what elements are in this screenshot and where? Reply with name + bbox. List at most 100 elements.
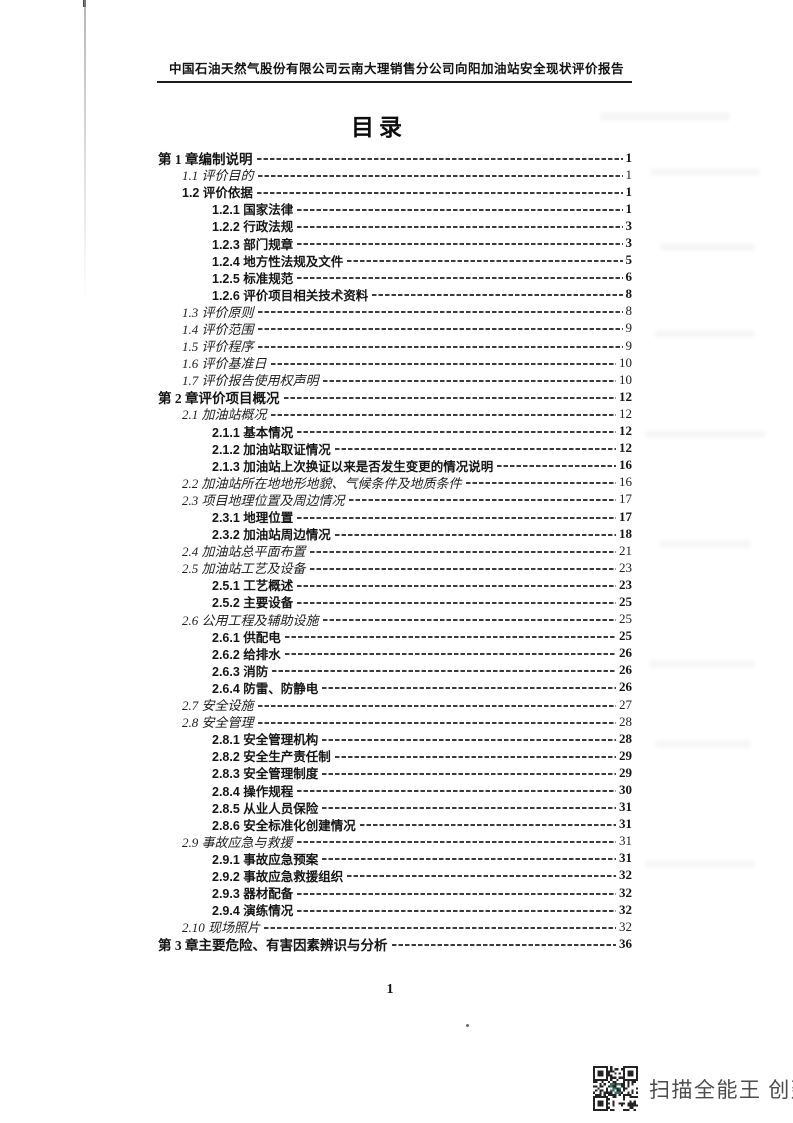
- toc-entry-label: 2.1.3 加油站上次换证以来是否发生变更的情况说明: [212, 459, 494, 474]
- dot-leader: [284, 636, 616, 639]
- toc-entry-page: 12: [619, 388, 632, 404]
- dot-leader: [296, 841, 616, 844]
- dot-leader: [334, 448, 616, 451]
- dot-leader: [297, 892, 616, 895]
- toc-entry: 1.2.4 地方性法规及文件 5: [158, 252, 632, 269]
- toc-entry: 2.3 项目地理位置及周边情况 17: [158, 491, 632, 508]
- dot-leader: [334, 533, 616, 536]
- toc-entry: 2.8.3 安全管理制度 29: [158, 764, 632, 782]
- toc-title: 目录: [351, 114, 407, 140]
- toc-entry-label: 1.3 评价原则: [182, 304, 254, 320]
- scan-artifact: [600, 112, 730, 121]
- toc-entry-page: 9: [625, 337, 633, 353]
- toc-entry: 2.6.4 防雷、防静电 26: [158, 679, 632, 696]
- toc-entry-page: 12: [619, 405, 632, 421]
- toc-entry-label: 2.8.4 操作规程: [212, 784, 294, 799]
- dot-leader: [257, 721, 616, 724]
- dot-leader: [272, 670, 616, 673]
- toc-entry: 1.2.6 评价项目相关技术资料 8: [158, 286, 632, 303]
- toc-entry-page: 12: [619, 440, 632, 456]
- scan-artifact: [660, 540, 750, 548]
- page-number: 1: [386, 982, 394, 997]
- toc-entry: 2.10 现场照片 32: [158, 918, 632, 936]
- toc-entry: 2.8.1 安全管理机构 28: [158, 730, 632, 748]
- dot-leader: [372, 294, 623, 297]
- dot-leader: [465, 482, 616, 485]
- dot-leader: [270, 362, 616, 365]
- toc-entry-page: 17: [619, 508, 632, 524]
- scan-artifact: [650, 660, 755, 668]
- dot-leader: [322, 807, 616, 810]
- dot-leader: [322, 687, 616, 690]
- toc-entry: 2.6.2 给排水 26: [158, 645, 632, 662]
- running-header: 中国石油天然气股份有限公司云南大理销售分公司向阳加油站安全现状评价报告: [168, 62, 624, 76]
- toc-entry-label: 2.1.1 基本情况: [212, 425, 294, 440]
- dot-leader: [257, 311, 623, 314]
- dot-leader: [297, 601, 616, 604]
- toc-entry-label: 1.2.4 地方性法规及文件: [212, 254, 344, 269]
- toc-entry-label: 第 1 章编制说明: [158, 151, 253, 167]
- toc-entry-page: 26: [619, 645, 632, 661]
- toc-entry-page: 28: [619, 730, 632, 746]
- scan-artifact: [655, 330, 755, 338]
- toc-entry: 2.8.2 安全生产责任制 29: [158, 747, 632, 765]
- toc-entry: 2.3.1 地理位置 17: [158, 508, 632, 526]
- toc-entry-label: 2.9.2 事故应急救援组织: [212, 869, 344, 884]
- toc-entry: 1.4 评价范围 9: [158, 320, 632, 337]
- toc-entry-page: 8: [625, 286, 633, 302]
- toc-entry-page: 12: [619, 423, 632, 439]
- toc-entry: 2.9.2 事故应急救援组织 32: [158, 867, 632, 884]
- toc-entry-page: 3: [625, 217, 633, 233]
- toc-entry-page: 6: [625, 269, 633, 285]
- toc-entry: 2.2 加油站所在地地形地貌、气候条件及地质条件 16: [158, 474, 632, 491]
- toc-entry-label: 1.6 评价基准日: [182, 356, 267, 372]
- toc-entry-label: 2.6 公用工程及辅助设施: [182, 612, 319, 628]
- toc-entry-page: 31: [619, 833, 632, 849]
- toc-entry: 2.9.4 演练情况 32: [158, 901, 632, 919]
- toc-entry-label: 2.6.4 防雷、防静电: [212, 681, 319, 696]
- toc-entry: 第 3 章主要危险、有害因素辨识与分析 36: [158, 935, 632, 953]
- toc-entry: 1.7 评价报告使用权声明 10: [158, 371, 632, 389]
- dot-leader: [322, 619, 616, 622]
- scan-artifact: [655, 740, 750, 748]
- toc-entry: 2.8.4 操作规程 30: [158, 781, 632, 799]
- dot-leader: [297, 516, 616, 519]
- dot-leader: [257, 174, 623, 177]
- toc-entry-label: 2.8 安全管理: [182, 715, 254, 731]
- dot-leader: [257, 345, 623, 348]
- toc-entry-label: 2.3.2 加油站周边情况: [212, 528, 331, 543]
- toc-entry: 2.9 事故应急与救援 31: [158, 833, 632, 850]
- dot-leader: [347, 875, 616, 878]
- toc-entry-page: 1: [625, 149, 633, 165]
- toc-entry: 1.2.5 标准规范 6: [158, 269, 632, 286]
- toc-entry-page: 32: [619, 884, 632, 900]
- toc-entry-label: 1.4 评价范围: [182, 321, 254, 337]
- toc-entry-page: 18: [619, 525, 632, 541]
- scan-edge-line: [84, 0, 86, 300]
- toc-entry: 2.5.1 工艺概述 23: [158, 576, 632, 594]
- toc-entry-label: 第 3 章主要危险、有害因素辨识与分析: [158, 937, 388, 953]
- toc-entry-label: 2.6.3 消防: [212, 664, 269, 679]
- toc-entry-label: 2.8.5 从业人员保险: [212, 801, 319, 816]
- toc-entry: 1.5 评价程序 9: [158, 337, 633, 355]
- dot-leader: [297, 909, 616, 912]
- scan-artifact: [650, 168, 760, 176]
- toc-entry-label: 1.7 评价报告使用权声明: [182, 373, 319, 389]
- toc-entry-label: 2.9.1 事故应急预案: [212, 852, 319, 867]
- toc-entry: 1.2.2 行政法规 3: [158, 217, 633, 235]
- toc-entry: 2.8 安全管理 28: [158, 713, 632, 731]
- toc-entry-label: 2.5 加油站工艺及设备: [182, 561, 306, 577]
- dot-leader: [297, 790, 616, 793]
- toc-entry-page: 31: [619, 816, 632, 832]
- toc-entry: 2.6.1 供配电 25: [158, 628, 632, 645]
- toc-entry-page: 26: [619, 679, 632, 695]
- toc-entry-label: 2.9.4 演练情况: [212, 904, 294, 919]
- toc-entry-page: 1: [625, 200, 633, 216]
- toc-entry-label: 1.2.1 国家法律: [212, 203, 294, 218]
- dot-leader: [309, 550, 616, 553]
- dot-leader: [309, 567, 616, 570]
- toc-entry: 2.8.6 安全标准化创建情况 31: [158, 816, 632, 833]
- dot-leader: [297, 431, 616, 434]
- toc-entry-page: 32: [619, 918, 632, 934]
- toc-entry: 2.9.1 事故应急预案 31: [158, 850, 632, 867]
